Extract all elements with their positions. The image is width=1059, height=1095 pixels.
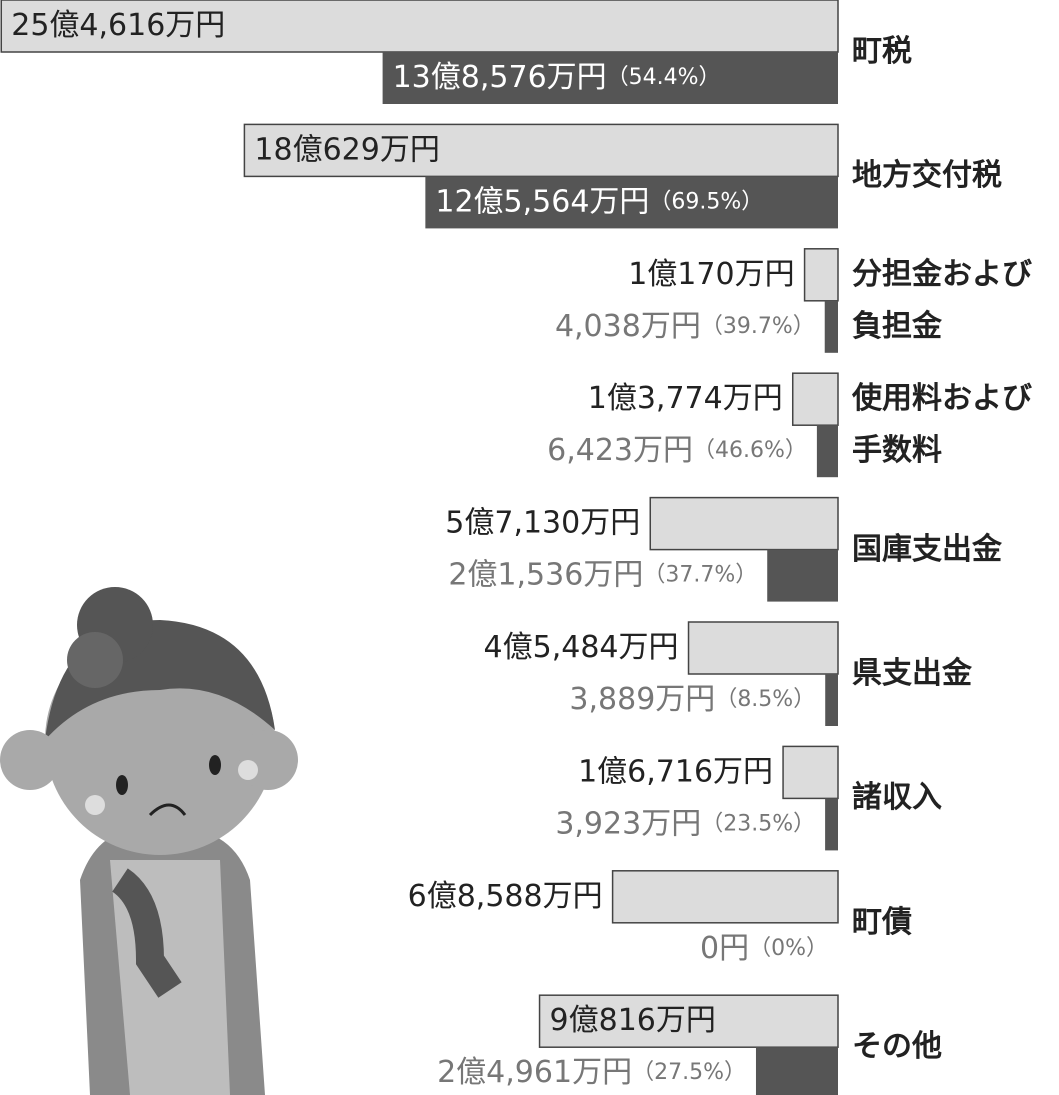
total-bar bbox=[650, 498, 838, 550]
total-bar bbox=[689, 622, 838, 674]
value-label: 4,038万円（39.7%） bbox=[555, 308, 815, 343]
page: 25億4,616万円 13億8,576万円（54.4%） 18億629万円 12億5,… bbox=[0, 0, 1059, 1095]
category-label: 県支出金 bbox=[852, 648, 972, 700]
total-bar bbox=[805, 249, 838, 301]
value-text: 13億8,576万円 bbox=[393, 60, 607, 95]
category-label: 諸収入 bbox=[852, 772, 942, 824]
category-label: 地方交付税 bbox=[852, 150, 1002, 202]
value-text: 5億7,130万円 bbox=[445, 505, 640, 540]
category-label: 分担金および 負担金 bbox=[852, 249, 1032, 353]
value-text: 2億4,961万円 bbox=[437, 1055, 632, 1090]
value-label: 0円（0%） bbox=[700, 930, 828, 965]
value-text: 3,889万円 bbox=[569, 682, 715, 717]
ratio-text: （46.6%） bbox=[693, 438, 807, 463]
category-label: 町債 bbox=[852, 897, 912, 949]
sub-bar bbox=[767, 550, 838, 602]
category-label: 町税 bbox=[852, 26, 912, 78]
sub-bar bbox=[825, 798, 838, 850]
value-text: 1億3,774万円 bbox=[588, 381, 783, 416]
total-bar bbox=[783, 746, 838, 798]
value-text: 1億170万円 bbox=[628, 256, 794, 291]
value-text: 1億6,716万円 bbox=[578, 754, 773, 789]
sub-bar bbox=[756, 1047, 838, 1095]
value-label: 5億7,130万円 bbox=[445, 505, 640, 540]
value-label: 9億816万円 bbox=[550, 1003, 716, 1038]
ratio-text: （27.5%） bbox=[632, 1060, 746, 1085]
value-label: 25億4,616万円 bbox=[11, 8, 225, 43]
value-label: 6,423万円（46.6%） bbox=[547, 433, 807, 468]
value-text: 6億8,588万円 bbox=[408, 878, 603, 913]
value-text: 9億816万円 bbox=[550, 1003, 716, 1038]
ratio-text: （23.5%） bbox=[701, 811, 815, 836]
value-text: 6,423万円 bbox=[547, 433, 693, 468]
value-label: 2億1,536万円（37.7%） bbox=[448, 557, 757, 592]
value-label: 18億629万円 bbox=[254, 132, 439, 167]
value-label: 1億3,774万円 bbox=[588, 381, 783, 416]
value-label: 13億8,576万円（54.4%） bbox=[393, 60, 721, 95]
value-text: 4,038万円 bbox=[555, 308, 701, 343]
category-label: その他 bbox=[852, 1021, 942, 1073]
value-label: 1億6,716万円 bbox=[578, 754, 773, 789]
value-label: 4億5,484万円 bbox=[484, 630, 679, 665]
value-text: 0円 bbox=[700, 930, 749, 965]
ratio-text: （54.4%） bbox=[607, 65, 721, 90]
value-label: 3,889万円（8.5%） bbox=[569, 682, 815, 717]
value-label: 2億4,961万円（27.5%） bbox=[437, 1055, 746, 1090]
value-text: 25億4,616万円 bbox=[11, 8, 225, 43]
category-label: 国庫支出金 bbox=[852, 524, 1002, 576]
ratio-text: （39.7%） bbox=[701, 314, 815, 339]
total-bar bbox=[613, 871, 838, 923]
value-label: 6億8,588万円 bbox=[408, 878, 603, 913]
value-text: 3,923万円 bbox=[555, 806, 701, 841]
value-text: 2億1,536万円 bbox=[448, 557, 643, 592]
ratio-text: （8.5%） bbox=[715, 687, 815, 712]
sub-bar bbox=[817, 425, 838, 477]
value-label: 1億170万円 bbox=[628, 256, 794, 291]
value-text: 18億629万円 bbox=[254, 132, 439, 167]
value-label: 3,923万円（23.5%） bbox=[555, 806, 815, 841]
value-text: 4億5,484万円 bbox=[484, 630, 679, 665]
total-bar bbox=[793, 373, 838, 425]
ratio-text: （69.5%） bbox=[649, 189, 763, 214]
value-text: 12億5,564万円 bbox=[435, 184, 649, 219]
sub-bar bbox=[825, 301, 838, 353]
ratio-text: （0%） bbox=[749, 936, 828, 961]
category-label: 使用料および 手数料 bbox=[852, 373, 1032, 477]
ratio-text: （37.7%） bbox=[643, 563, 757, 588]
character-illustration bbox=[0, 587, 298, 1095]
sub-bar bbox=[825, 674, 838, 726]
value-label: 12億5,564万円（69.5%） bbox=[435, 184, 763, 219]
